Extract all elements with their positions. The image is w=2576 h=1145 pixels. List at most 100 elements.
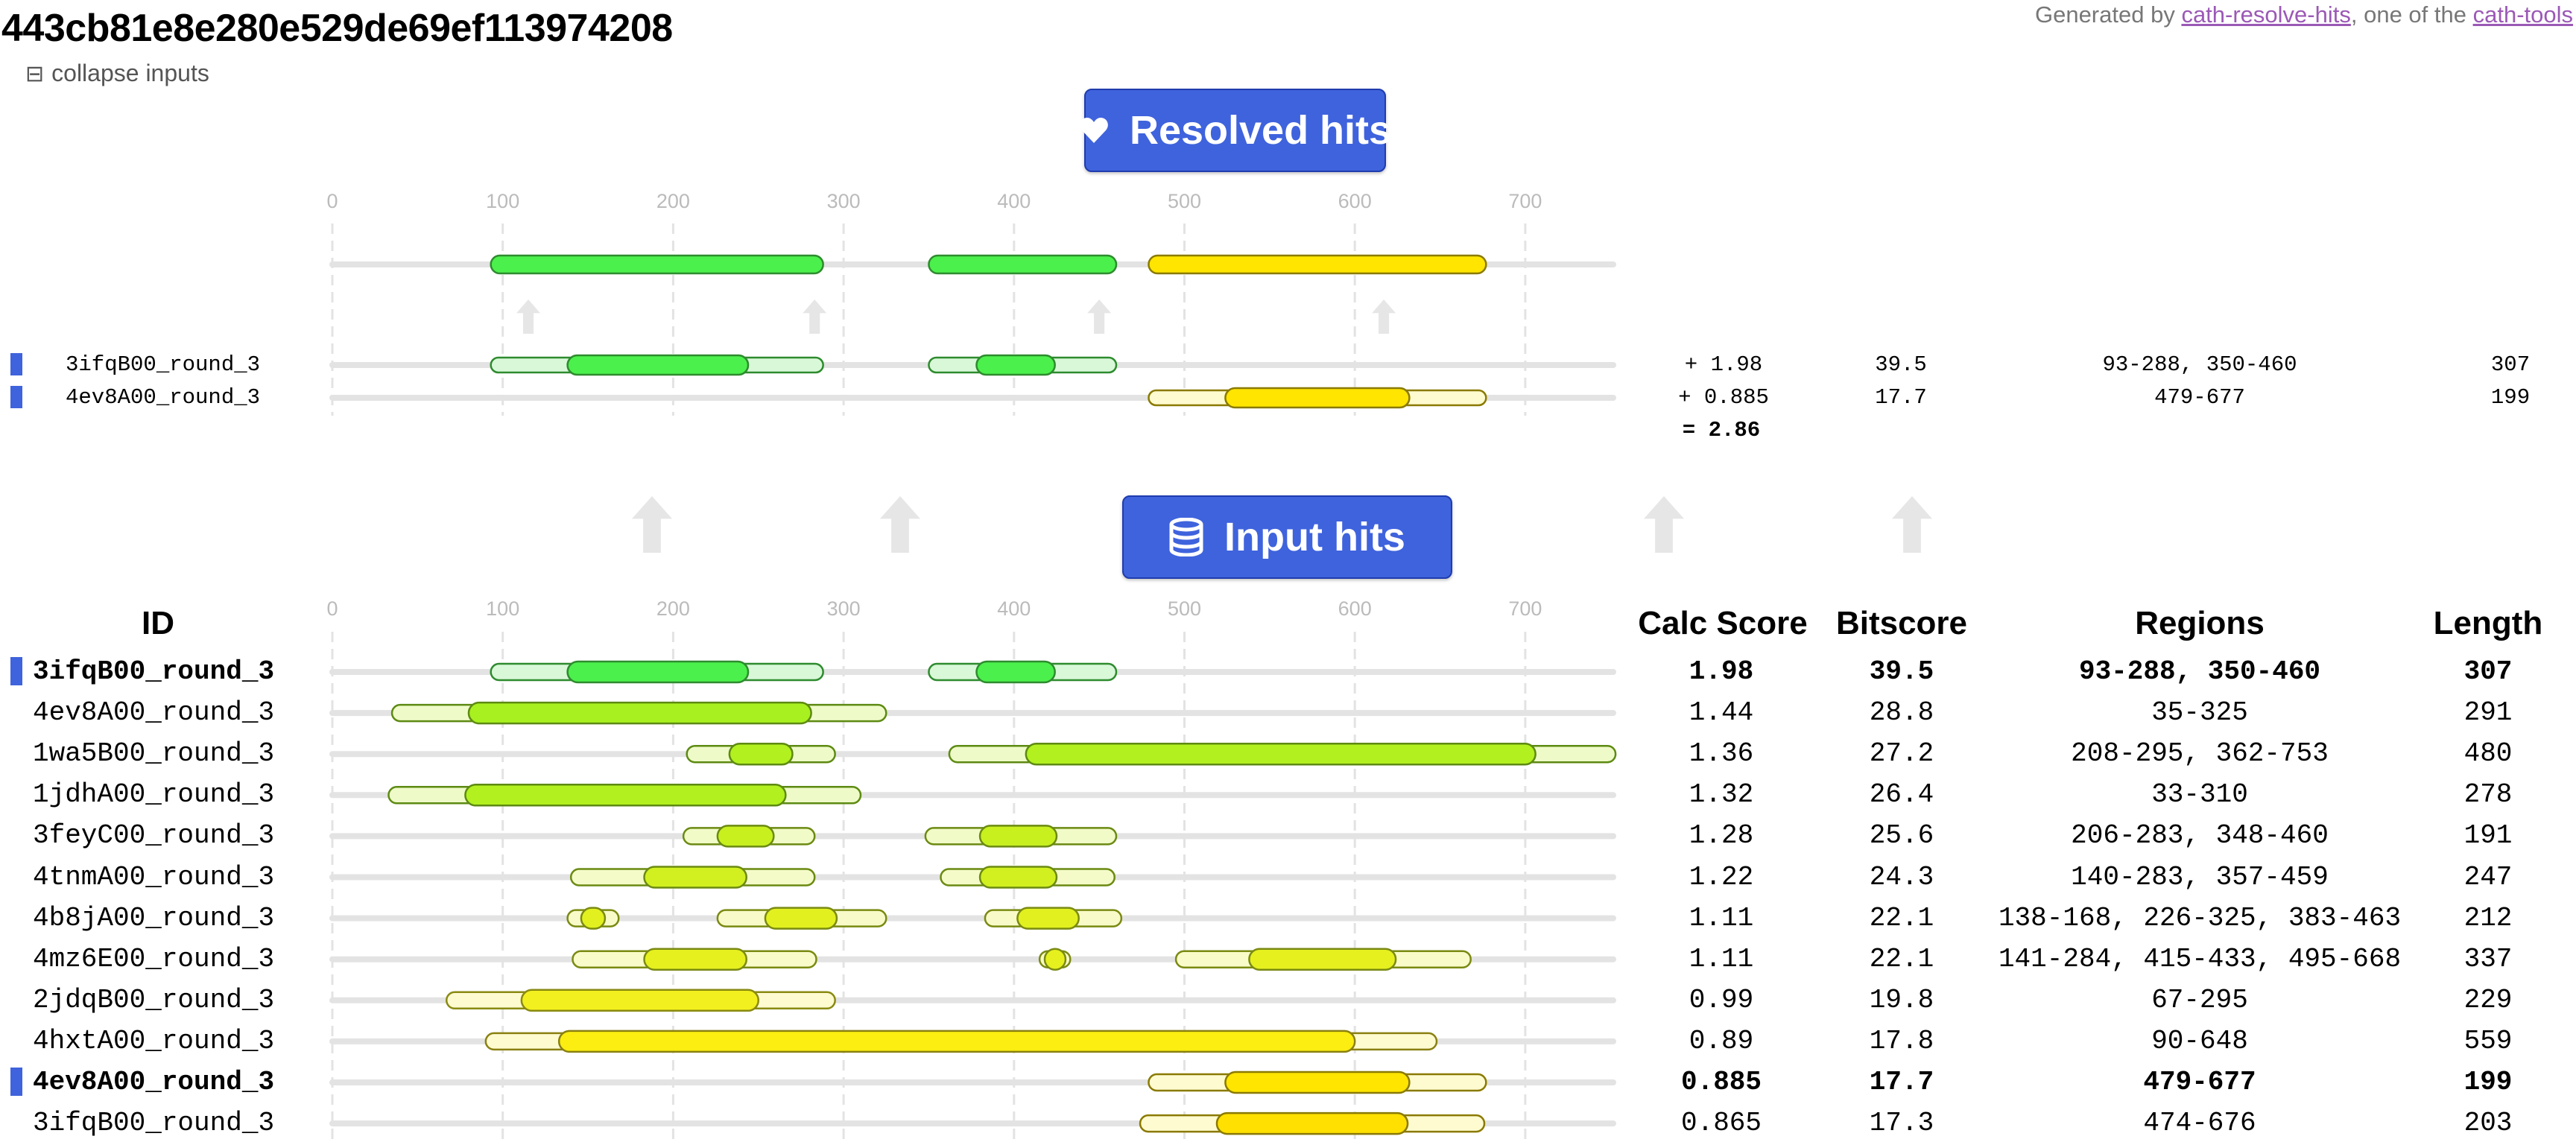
input-hit-length: 337 (2463, 943, 2513, 974)
input-hit-length: 480 (2463, 738, 2513, 770)
resolved-hit-core-segment[interactable] (566, 354, 750, 376)
input-hit-core-segment[interactable] (520, 989, 759, 1012)
input-hit-score: 0.865 (1680, 1108, 1762, 1139)
cath-resolve-hits-link[interactable]: cath-resolve-hits (2181, 1, 2351, 28)
input-hit-id[interactable]: 4b8jA00_round_3 (33, 902, 275, 933)
selected-marker (10, 657, 22, 685)
resolved-axis-tick-label: 100 (486, 190, 520, 212)
generated-by-text: Generated by cath-resolve-hits, one of t… (2035, 1, 2573, 28)
input-hit-core-segment[interactable] (557, 1030, 1356, 1053)
resolved-domain-segment[interactable] (490, 254, 824, 275)
resolved-hit-id[interactable]: 4ev8A00_round_3 (66, 385, 261, 410)
input-hits-banner[interactable]: Input hits (1122, 495, 1452, 579)
selected-marker (10, 386, 22, 408)
input-hit-core-segment[interactable] (464, 784, 787, 807)
input-hit-bitscore: 27.2 (1869, 738, 1934, 770)
input-hit-core-segment[interactable] (1248, 948, 1397, 971)
input-hit-core-segment[interactable] (580, 907, 607, 930)
input-hit-core-segment[interactable] (1025, 742, 1537, 766)
input-hit-score: 1.11 (1689, 902, 1754, 933)
resolved-hit-bitscore: 17.7 (1875, 385, 1927, 410)
input-hit-bitscore: 39.5 (1869, 656, 1934, 687)
resolved-hit-length: 307 (2490, 352, 2531, 377)
input-hit-id[interactable]: 2jdqB00_round_3 (33, 984, 275, 1015)
input-hit-id[interactable]: 3ifqB00_round_3 (33, 1108, 275, 1139)
input-hit-score: 0.99 (1689, 984, 1754, 1015)
input-hit-core-segment[interactable] (728, 742, 794, 766)
input-hit-bitscore: 19.8 (1869, 984, 1934, 1015)
input-hit-id[interactable]: 4ev8A00_round_3 (33, 697, 275, 729)
input-hit-core-segment[interactable] (643, 948, 747, 971)
input-hit-core-segment[interactable] (643, 866, 747, 889)
input-hit-id[interactable]: 4hxtA00_round_3 (33, 1025, 275, 1056)
resolved-hits-banner[interactable]: Resolved hits (1080, 89, 1391, 172)
input-hit-core-segment[interactable] (716, 825, 775, 848)
input-axis-tick-label: 100 (486, 597, 520, 620)
selected-marker (10, 353, 22, 375)
input-hit-regions: 35-325 (2151, 697, 2248, 729)
input-hit-bitscore: 17.8 (1869, 1025, 1934, 1056)
input-hit-length: 559 (2463, 1025, 2513, 1056)
input-hit-id[interactable]: 1wa5B00_round_3 (33, 738, 275, 770)
input-hit-length: 291 (2463, 697, 2513, 729)
input-hit-core-segment[interactable] (467, 701, 812, 725)
input-hit-bitscore: 17.3 (1869, 1108, 1934, 1139)
input-hit-id[interactable]: 1jdhA00_round_3 (33, 779, 275, 811)
input-hit-regions: 208-295, 362-753 (2071, 738, 2329, 770)
resolved-hit-core-segment[interactable] (975, 354, 1056, 376)
input-hit-regions: 90-648 (2151, 1025, 2248, 1056)
input-hit-core-segment[interactable] (975, 660, 1056, 684)
input-hit-core-segment[interactable] (1215, 1111, 1409, 1135)
resolved-hit-id[interactable]: 3ifqB00_round_3 (66, 352, 261, 377)
resolved-axis-tick-label: 300 (826, 190, 861, 212)
input-hit-regions: 479-677 (2143, 1067, 2256, 1097)
input-hit-core-segment[interactable] (978, 866, 1058, 889)
resolved-hit-score: + 0.885 (1678, 385, 1769, 410)
big-up-arrow-icon (632, 496, 672, 553)
input-hit-length: 212 (2463, 902, 2513, 933)
big-up-arrow-icon (880, 496, 920, 553)
input-hit-length: 199 (2463, 1067, 2513, 1097)
input-hit-length: 229 (2463, 984, 2513, 1015)
resolved-total-score: = 2.86 (1682, 418, 1761, 443)
resolved-domain-segment[interactable] (928, 254, 1118, 275)
generated-prefix: Generated by (2034, 1, 2182, 28)
input-hit-core-segment[interactable] (1043, 948, 1067, 971)
small-up-arrow-icon (803, 299, 827, 334)
input-hit-regions: 474-676 (2143, 1108, 2256, 1139)
collapse-inputs-toggle[interactable]: ⊟ collapse inputs (25, 60, 209, 87)
input-hit-score: 1.32 (1689, 779, 1754, 811)
input-hit-bitscore: 26.4 (1869, 779, 1934, 811)
input-hit-length: 278 (2463, 779, 2513, 811)
resolved-axis-tick-label: 600 (1338, 190, 1372, 212)
input-hit-score: 1.36 (1689, 738, 1754, 770)
input-hit-regions: 93-288, 350-460 (2078, 656, 2321, 687)
input-hit-regions: 33-310 (2151, 779, 2248, 811)
input-hit-id[interactable]: 4ev8A00_round_3 (33, 1067, 275, 1097)
input-hit-core-segment[interactable] (566, 660, 750, 684)
input-hit-bitscore: 24.3 (1869, 861, 1934, 892)
input-hit-id[interactable]: 3feyC00_round_3 (33, 820, 275, 851)
input-axis-tick-label: 500 (1167, 597, 1202, 620)
resolved-axis-tick-label: 200 (656, 190, 690, 212)
header-length: Length (2433, 605, 2543, 641)
input-hit-regions: 138-168, 226-325, 383-463 (1998, 902, 2402, 933)
input-hit-core-segment[interactable] (764, 907, 838, 930)
input-hit-core-segment[interactable] (1016, 907, 1080, 930)
resolved-domain-segment[interactable] (1148, 254, 1487, 275)
input-hit-id[interactable]: 4mz6E00_round_3 (33, 943, 275, 974)
input-hit-score: 1.44 (1689, 697, 1754, 729)
input-hit-regions: 67-295 (2151, 984, 2248, 1015)
page-title: 443cb81e8e280e529de69ef113974208 (1, 7, 673, 50)
input-hit-id[interactable]: 3ifqB00_round_3 (33, 656, 275, 687)
input-hit-bitscore: 22.1 (1869, 902, 1934, 933)
input-hit-core-segment[interactable] (1224, 1071, 1411, 1094)
collapse-inputs-label: collapse inputs (51, 60, 209, 86)
header-id: ID (142, 605, 174, 641)
input-hit-core-segment[interactable] (978, 825, 1058, 848)
cath-tools-link[interactable]: cath-tools (2472, 1, 2573, 28)
input-hit-id[interactable]: 4tnmA00_round_3 (33, 861, 275, 892)
input-axis-tick-label: 700 (1508, 597, 1542, 620)
resolved-hit-core-segment[interactable] (1224, 387, 1411, 409)
